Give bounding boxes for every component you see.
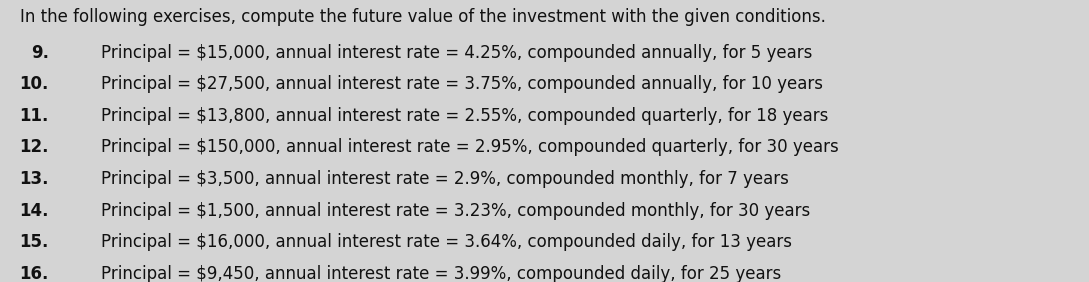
Text: Principal = $150,000, annual interest rate = 2.95%, compounded quarterly, for 30: Principal = $150,000, annual interest ra… bbox=[101, 138, 839, 157]
Text: 9.: 9. bbox=[30, 44, 49, 62]
Text: Principal = $13,800, annual interest rate = 2.55%, compounded quarterly, for 18 : Principal = $13,800, annual interest rat… bbox=[101, 107, 829, 125]
Text: Principal = $1,500, annual interest rate = 3.23%, compounded monthly, for 30 yea: Principal = $1,500, annual interest rate… bbox=[101, 202, 810, 220]
Text: Principal = $15,000, annual interest rate = 4.25%, compounded annually, for 5 ye: Principal = $15,000, annual interest rat… bbox=[101, 44, 812, 62]
Text: 13.: 13. bbox=[20, 170, 49, 188]
Text: 12.: 12. bbox=[20, 138, 49, 157]
Text: Principal = $9,450, annual interest rate = 3.99%, compounded daily, for 25 years: Principal = $9,450, annual interest rate… bbox=[101, 265, 782, 282]
Text: Principal = $27,500, annual interest rate = 3.75%, compounded annually, for 10 y: Principal = $27,500, annual interest rat… bbox=[101, 75, 823, 93]
Text: 15.: 15. bbox=[20, 233, 49, 251]
Text: In the following exercises, compute the future value of the investment with the : In the following exercises, compute the … bbox=[20, 8, 825, 27]
Text: Principal = $16,000, annual interest rate = 3.64%, compounded daily, for 13 year: Principal = $16,000, annual interest rat… bbox=[101, 233, 793, 251]
Text: Principal = $3,500, annual interest rate = 2.9%, compounded monthly, for 7 years: Principal = $3,500, annual interest rate… bbox=[101, 170, 790, 188]
Text: 10.: 10. bbox=[20, 75, 49, 93]
Text: 16.: 16. bbox=[20, 265, 49, 282]
Text: 14.: 14. bbox=[20, 202, 49, 220]
Text: 11.: 11. bbox=[20, 107, 49, 125]
